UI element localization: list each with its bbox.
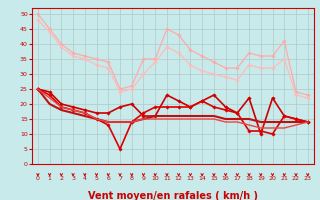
Text: Vent moyen/en rafales ( km/h ): Vent moyen/en rafales ( km/h ) <box>88 191 258 200</box>
